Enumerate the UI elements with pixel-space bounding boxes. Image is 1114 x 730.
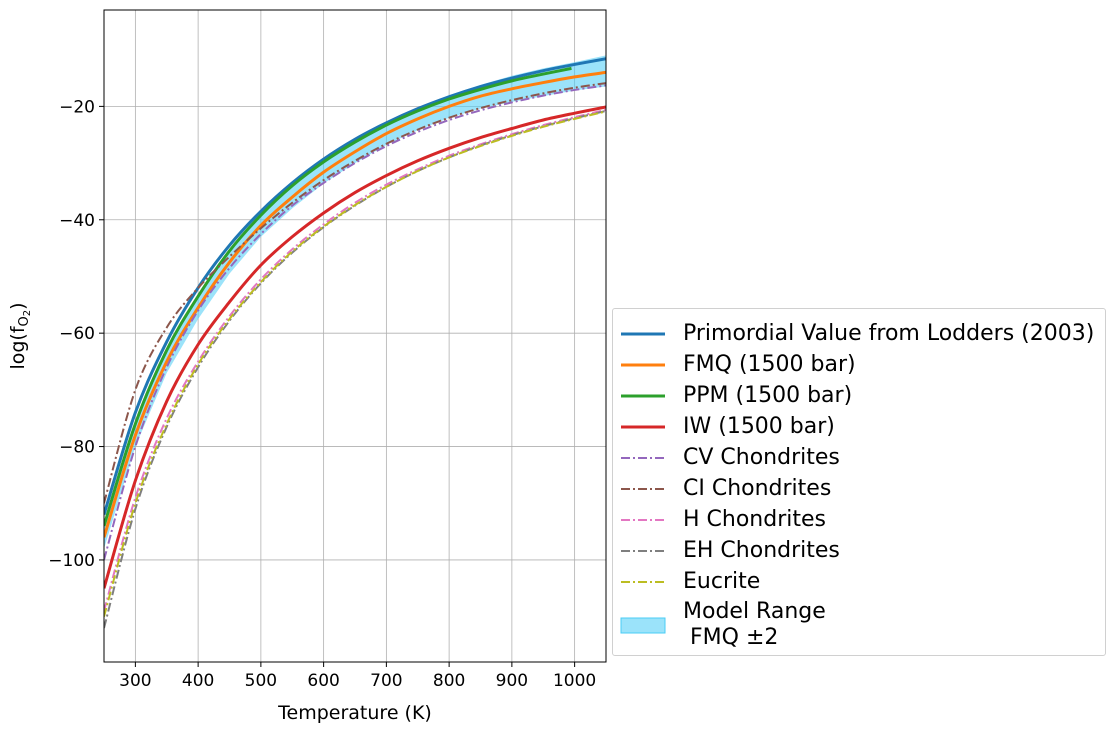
x-tick-label: 700 xyxy=(370,671,402,691)
legend-label: PPM (1500 bar) xyxy=(683,383,853,408)
legend-item: EH Chondrites xyxy=(613,536,1105,566)
legend-item: IW (1500 bar) xyxy=(613,412,1105,442)
y-tick-label: −80 xyxy=(59,438,95,458)
legend-item: CV Chondrites xyxy=(613,443,1105,473)
legend-swatch xyxy=(621,457,665,459)
plot-frame xyxy=(103,9,607,663)
legend-swatch xyxy=(621,488,665,490)
legend-item: PPM (1500 bar) xyxy=(613,381,1105,411)
y-tick-label: −100 xyxy=(48,551,95,571)
legend-item: H Chondrites xyxy=(613,505,1105,535)
legend-swatch xyxy=(621,519,665,521)
legend-label: IW (1500 bar) xyxy=(683,414,835,439)
x-axis-label: Temperature (K) xyxy=(277,702,432,724)
legend-item: FMQ (1500 bar) xyxy=(613,350,1105,380)
legend: Primordial Value from Lodders (2003) FMQ … xyxy=(612,308,1106,656)
x-tick-label: 900 xyxy=(496,671,528,691)
legend-swatch xyxy=(621,332,665,336)
series-line-4 xyxy=(104,84,606,561)
legend-label: H Chondrites xyxy=(683,507,826,532)
legend-item: Model Range FMQ ±2 xyxy=(613,599,1105,651)
legend-item: Primordial Value from Lodders (2003) xyxy=(613,319,1105,349)
series-line-6 xyxy=(104,108,606,612)
x-tick-label: 800 xyxy=(433,671,465,691)
x-tick-label: 400 xyxy=(182,671,214,691)
series-line-8 xyxy=(104,110,606,617)
legend-label: EH Chondrites xyxy=(683,538,840,563)
legend-label: FMQ (1500 bar) xyxy=(683,352,856,377)
legend-swatch xyxy=(621,550,665,552)
x-tick-label: 300 xyxy=(119,671,151,691)
plot-area xyxy=(104,55,606,629)
legend-swatch xyxy=(621,581,665,583)
series-line-5 xyxy=(104,82,606,504)
legend-swatch xyxy=(621,394,665,398)
legend-swatch xyxy=(620,617,666,634)
legend-swatch xyxy=(621,425,665,429)
y-tick-label: −40 xyxy=(59,211,95,231)
y-axis-label: log(fO2) xyxy=(7,302,33,369)
legend-label: Primordial Value from Lodders (2003) xyxy=(683,321,1095,346)
x-axis: 300 400 500 600 700 800 900 1000 xyxy=(119,662,596,691)
series-line-1 xyxy=(104,70,606,538)
legend-label: CI Chondrites xyxy=(683,476,832,501)
legend-item: Eucrite xyxy=(613,567,1105,597)
legend-item: CI Chondrites xyxy=(613,474,1105,504)
series-layer xyxy=(104,57,606,629)
legend-swatch xyxy=(621,363,665,367)
series-line-7 xyxy=(104,109,606,629)
series-line-3 xyxy=(104,105,606,589)
series-line-2 xyxy=(104,66,572,527)
series-line-0 xyxy=(104,57,606,516)
x-tick-label: 600 xyxy=(307,671,339,691)
legend-label: CV Chondrites xyxy=(683,445,840,470)
y-tick-label: −20 xyxy=(59,97,95,117)
x-tick-label: 500 xyxy=(245,671,277,691)
legend-label: Model Range FMQ ±2 xyxy=(683,599,826,650)
x-tick-label: 1000 xyxy=(553,671,596,691)
y-axis: −100 −80 −60 −40 −20 xyxy=(48,97,104,571)
legend-label: Eucrite xyxy=(683,569,761,594)
y-tick-label: −60 xyxy=(59,324,95,344)
